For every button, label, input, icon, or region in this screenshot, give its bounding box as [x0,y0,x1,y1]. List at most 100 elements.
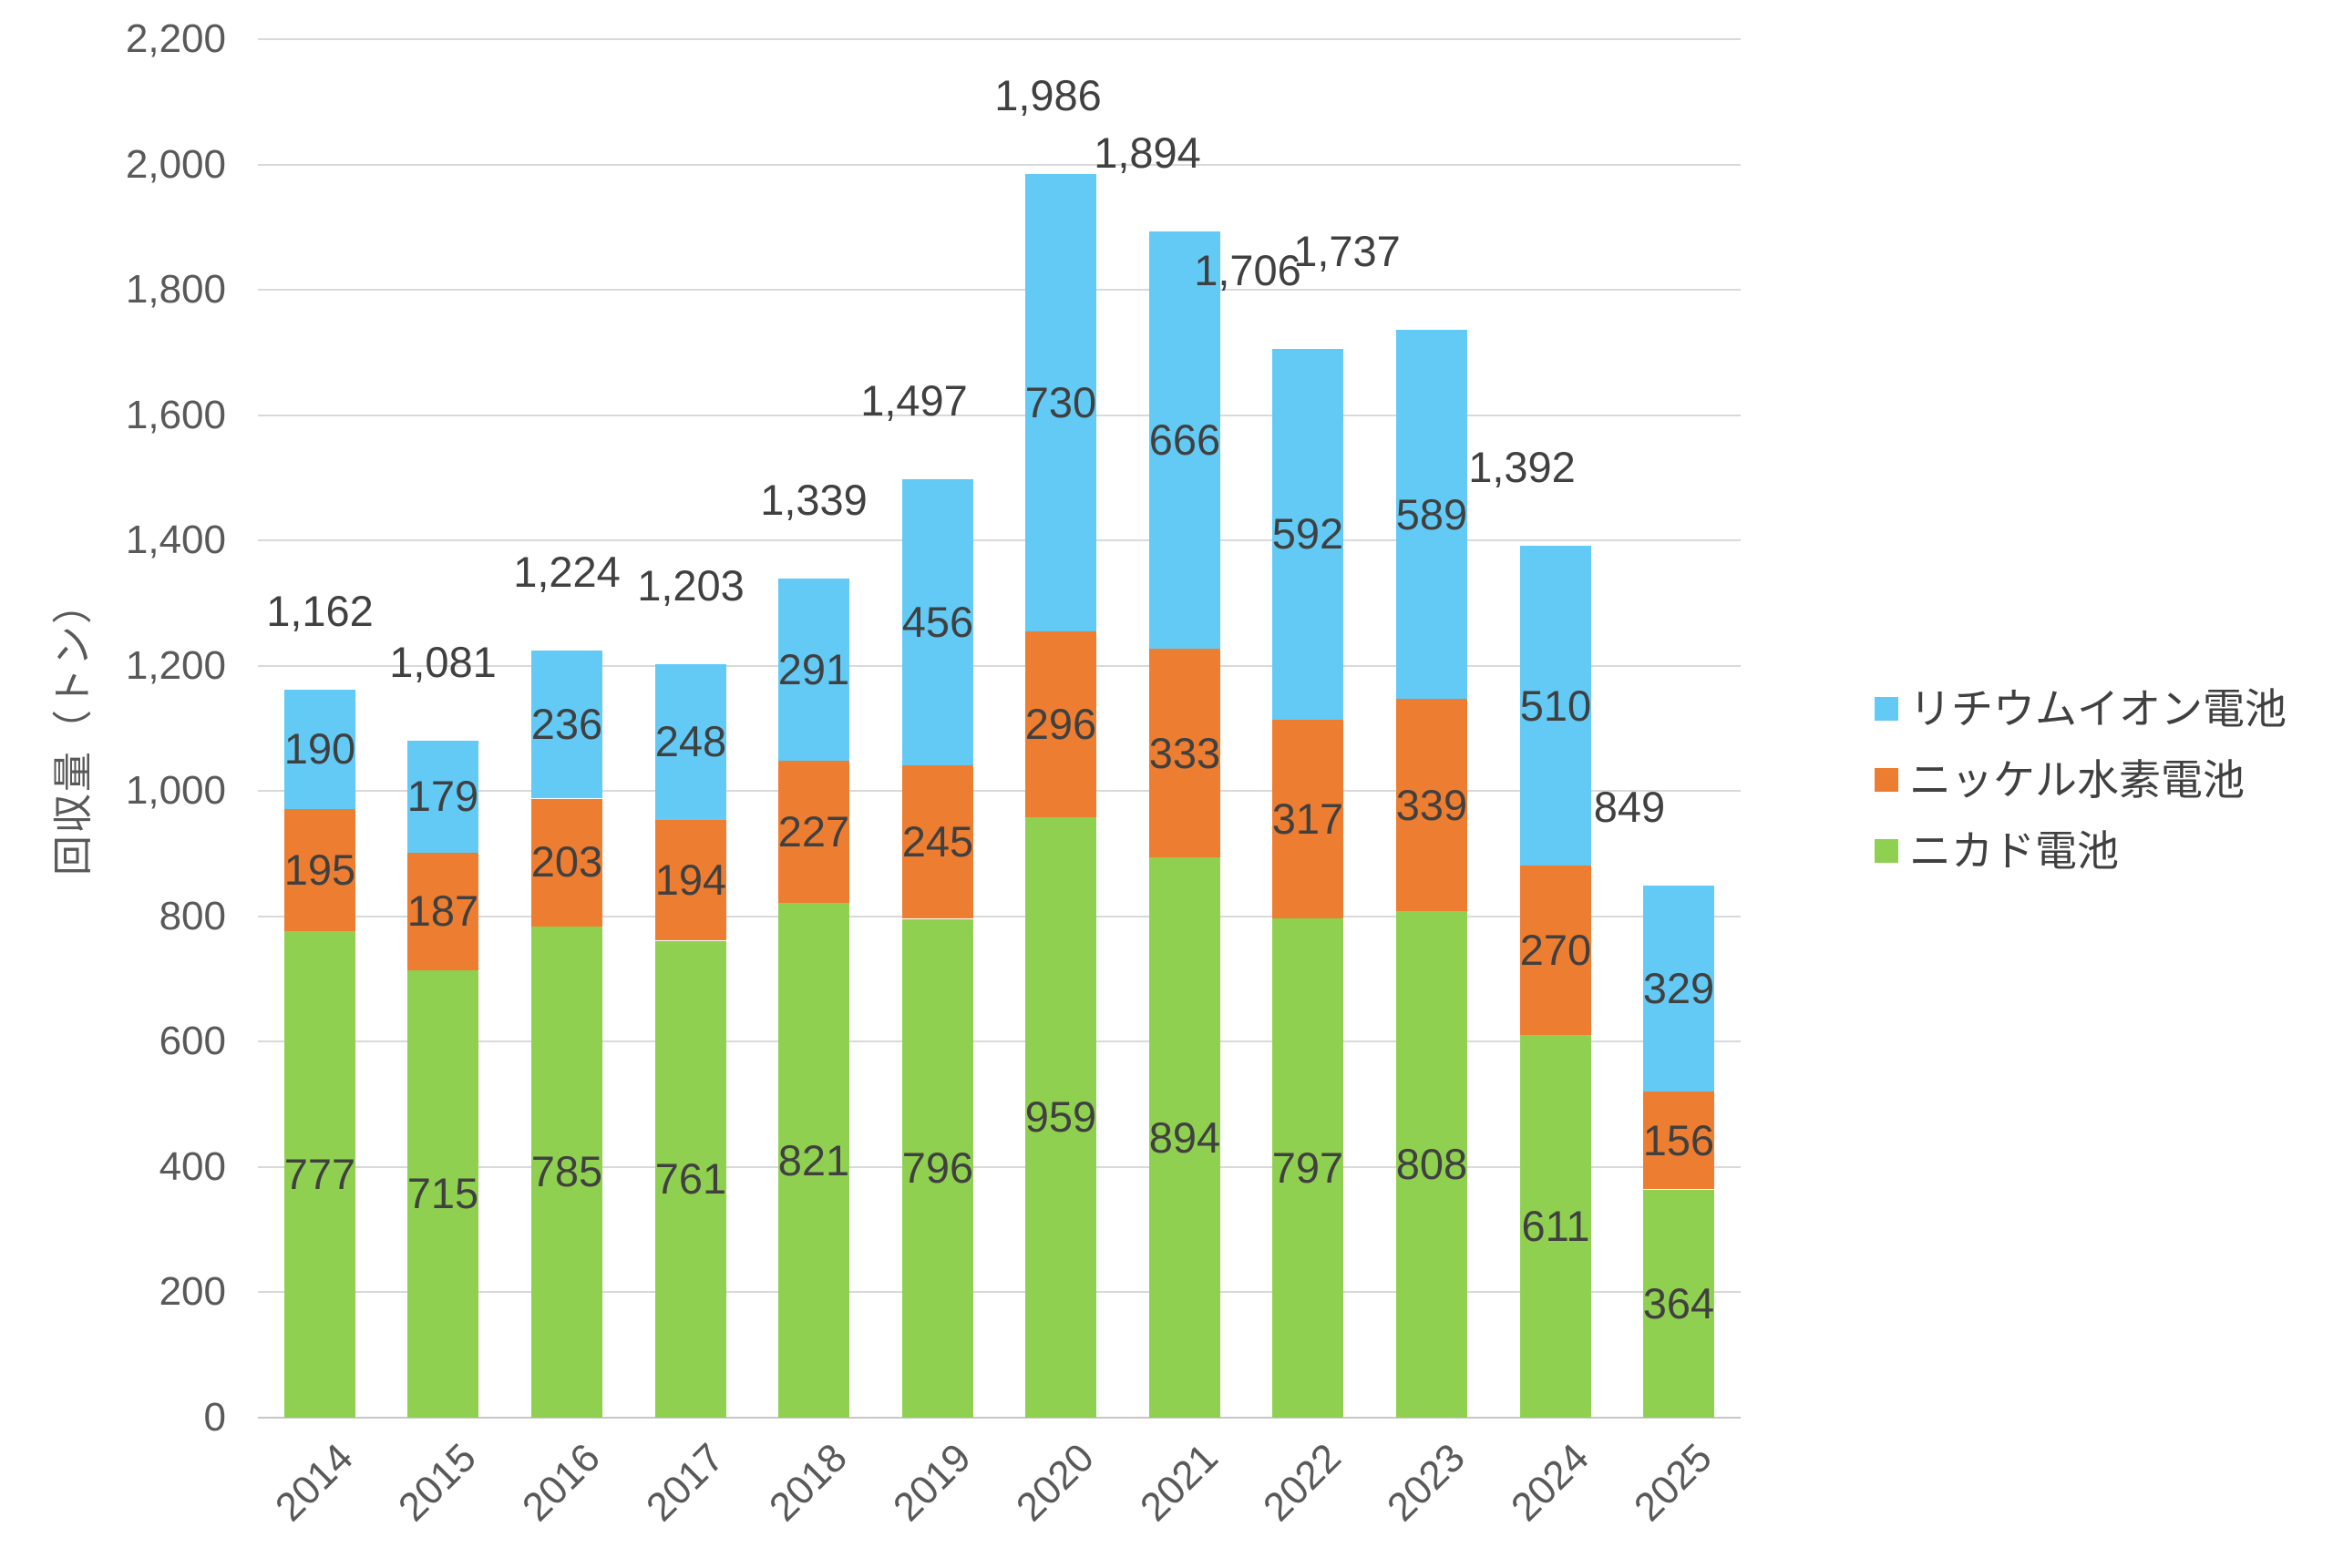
y-tick-label: 600 [159,1019,226,1063]
y-tick-label: 2,000 [125,142,226,187]
bar-segment [1643,886,1714,1091]
bar-segment [655,819,726,940]
legend-item: リチウムイオン電池 [1875,685,2287,733]
y-tick-label: 400 [159,1144,226,1189]
bar-segment [1520,866,1591,1035]
legend-item: ニッケル水素電池 [1875,756,2287,804]
gridline [258,1040,1741,1042]
bar-segment [1272,720,1343,918]
bar-segment [531,799,602,927]
x-tick-label: 2014 [267,1435,362,1531]
segment-value-label: 270 [1519,926,1592,974]
total-value-label: 849 [1593,783,1666,831]
x-tick-label: 2024 [1503,1435,1598,1531]
legend-label: リチウムイオン電池 [1909,685,2287,733]
segment-value-label: 666 [1148,415,1221,464]
segment-value-label: 156 [1642,1116,1715,1164]
x-tick-label: 2023 [1379,1435,1474,1531]
legend-swatch-icon [1875,768,1898,792]
segment-value-label: 236 [530,700,603,748]
gridline [258,415,1741,416]
y-tick-label: 1,800 [125,267,226,312]
bar-segment [1149,231,1220,649]
total-value-label: 1,224 [513,548,621,596]
segment-value-label: 195 [283,845,356,894]
segment-value-label: 317 [1271,794,1344,843]
bar-segment [1520,1035,1591,1418]
segment-value-label: 611 [1521,1202,1590,1250]
legend-item: ニカド電池 [1875,827,2287,875]
bar-segment [1396,699,1467,911]
bar-segment [655,941,726,1418]
bar-segment [1520,546,1591,866]
bar-segment [902,919,973,1418]
total-value-label: 1,894 [1094,128,1201,177]
segment-value-label: 291 [777,645,850,693]
y-tick-label: 2,200 [125,16,226,61]
legend-swatch-icon [1875,697,1898,721]
segment-value-label: 248 [654,717,727,765]
segment-value-label: 194 [654,856,727,904]
segment-value-label: 187 [406,886,479,935]
total-value-label: 1,706 [1194,246,1301,294]
gridline [258,790,1741,792]
segment-value-label: 894 [1148,1113,1221,1162]
x-tick-label: 2020 [1008,1435,1103,1531]
y-tick-label: 1,600 [125,393,226,437]
x-tick-label: 2019 [885,1435,980,1531]
x-tick-label: 2022 [1255,1435,1350,1531]
y-tick-label: 1,400 [125,518,226,562]
gridline [258,164,1741,166]
bar-segment [778,579,849,761]
segment-value-label: 510 [1519,682,1592,730]
x-tick-label: 2025 [1626,1435,1721,1531]
bar-segment [284,931,355,1418]
bar-segment [1025,816,1096,1418]
segment-value-label: 227 [777,807,850,856]
segment-value-label: 245 [901,817,974,866]
total-value-label: 1,986 [994,71,1102,119]
x-tick-label: 2017 [638,1435,733,1531]
segment-value-label: 592 [1271,509,1344,558]
legend-swatch-icon [1875,839,1898,863]
segment-value-label: 179 [406,772,479,820]
y-tick-label: 1,200 [125,643,226,688]
total-value-label: 1,339 [760,476,868,524]
bar-segment [1643,1091,1714,1189]
bar-segment [1396,911,1467,1418]
legend: リチウムイオン電池ニッケル水素電池ニカド電池 [1875,685,2287,898]
bar-segment [407,853,478,970]
x-axis-line [258,1417,1741,1419]
gridline [258,289,1741,291]
bar-segment [1149,857,1220,1418]
total-value-label: 1,203 [637,561,745,610]
x-tick-label: 2018 [761,1435,856,1531]
segment-value-label: 456 [901,598,974,646]
segment-value-label: 364 [1642,1279,1715,1327]
bar-segment [531,926,602,1418]
y-tick-label: 1,000 [125,768,226,813]
y-tick-label: 0 [203,1395,226,1440]
bar-segment [1396,330,1467,699]
total-value-label: 1,081 [389,638,497,686]
gridline [258,38,1741,40]
bar-segment [284,690,355,809]
gridline [258,665,1741,667]
segment-value-label: 821 [777,1136,850,1184]
total-value-label: 1,162 [266,587,374,635]
total-value-label: 1,497 [860,376,968,425]
bar-segment [902,765,973,918]
gridline [258,1291,1741,1293]
gridline [258,1166,1741,1168]
segment-value-label: 296 [1024,700,1097,748]
bar-segment [407,741,478,853]
segment-value-label: 589 [1395,490,1468,538]
segment-value-label: 203 [530,837,603,886]
legend-label: ニカド電池 [1909,827,2119,875]
bar-segment [407,969,478,1418]
bar-segment [1272,349,1343,720]
segment-value-label: 785 [530,1147,603,1195]
total-value-label: 1,392 [1468,443,1576,491]
segment-value-label: 329 [1642,964,1715,1012]
